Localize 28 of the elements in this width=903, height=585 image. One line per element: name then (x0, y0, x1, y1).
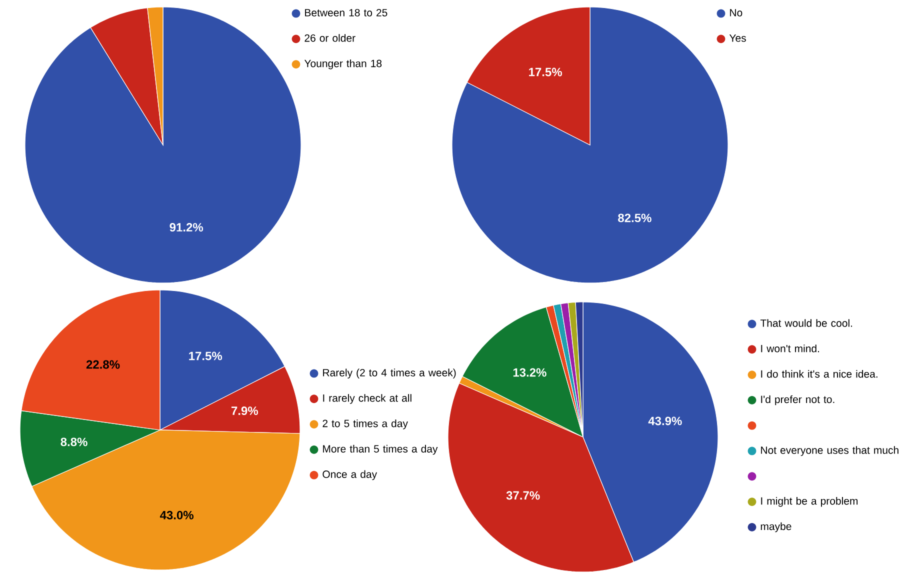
legend-label: Not everyone uses that much (761, 446, 898, 456)
legend-label: maybe (760, 522, 792, 532)
legend-label: I'd prefer not to. (761, 395, 834, 406)
legend-label: 2 to 5 times a day (322, 419, 408, 430)
legend-label: That would be cool. (760, 319, 852, 327)
data-label: 91.2% (170, 223, 204, 232)
data-label: 17.5% (189, 352, 222, 360)
legend-label: I rarely check at all (323, 394, 412, 404)
legend-label: I do think it's a nice idea. (761, 370, 878, 378)
data-label: 13.2% (513, 368, 546, 377)
legend-label: 26 or older (304, 34, 356, 42)
data-label: 43.0% (160, 510, 194, 520)
legend-label: Rarely (2 to 4 times a week) (323, 368, 456, 378)
data-label: 7.9% (231, 406, 258, 416)
data-label: 22.8% (86, 360, 120, 369)
legend-label: Once a day (322, 470, 378, 480)
data-label: 37.7% (506, 491, 540, 500)
data-label: 82.5% (618, 214, 652, 222)
legend-label: More than 5 times a day (323, 444, 438, 455)
legend-label: Younger than 18 (304, 59, 382, 70)
legend-label: Between 18 to 25 (305, 8, 388, 16)
legend-label: No (730, 9, 742, 16)
legend-label: Yes (729, 34, 746, 42)
data-label: 17.5% (529, 68, 562, 76)
data-label: 43.9% (648, 416, 682, 426)
legend-label: I won't mind. (761, 344, 820, 352)
legend-label: I might be a problem (761, 496, 858, 507)
data-label: 8.8% (60, 438, 88, 446)
